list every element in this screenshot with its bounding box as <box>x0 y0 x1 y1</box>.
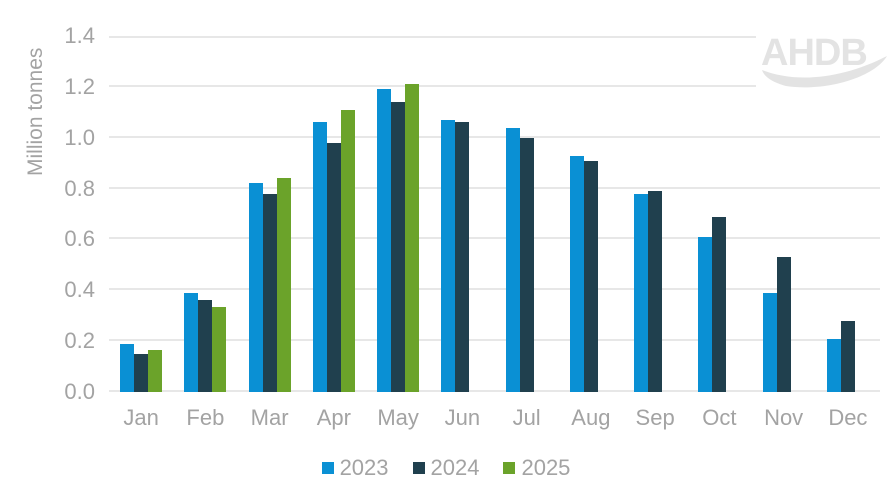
x-axis-label-jan: Jan <box>123 405 159 430</box>
bar-2024-dec <box>840 321 855 392</box>
plot-area <box>109 36 880 392</box>
x-axis-label-dec: Dec <box>828 405 868 430</box>
gridline <box>109 339 880 342</box>
bar-2024-jan <box>134 354 149 392</box>
bar-2023-jan <box>120 344 135 392</box>
bar-2023-jul <box>505 128 520 392</box>
legend-swatch-2025 <box>503 462 516 474</box>
x-axis-label-jun: Jun <box>444 405 481 430</box>
y-tick-label: 0.4 <box>64 277 95 303</box>
bar-2023-oct <box>698 237 713 392</box>
ahdb-logo-text: AHDB <box>761 32 867 74</box>
bar-2024-jul <box>519 138 534 392</box>
bar-2024-nov <box>776 257 791 392</box>
x-axis-label-may: May <box>377 405 419 430</box>
ahdb-logo: AHDB <box>756 16 890 92</box>
bar-2023-mar <box>248 183 263 392</box>
y-tick-label: 0.0 <box>64 379 95 404</box>
x-axis-label-jul: Jul <box>512 405 541 430</box>
y-tick-label: 1.2 <box>64 73 95 99</box>
bar-2023-sep <box>634 194 649 392</box>
legend-label-2023: 2023 <box>339 455 389 480</box>
x-axis-label-sep: Sep <box>635 405 675 430</box>
bar-2024-sep <box>648 191 663 392</box>
y-tick-label: 0.2 <box>64 328 95 354</box>
y-tick-label: 1.4 <box>64 23 95 48</box>
bar-2024-apr <box>326 143 341 392</box>
legend-label-2024: 2024 <box>430 455 480 480</box>
ahdb-logo-graphic: AHDB <box>761 32 887 88</box>
bar-2024-may <box>391 102 406 392</box>
gridline <box>109 237 880 240</box>
legend-item-2025: 2025 <box>503 455 570 481</box>
gridline <box>109 288 880 291</box>
gridline <box>109 390 880 392</box>
bar-2025-apr <box>340 110 355 392</box>
bar-2024-feb <box>198 300 213 392</box>
bar-2025-may <box>405 84 420 392</box>
gridline <box>109 84 880 87</box>
bar-2023-jun <box>441 120 456 392</box>
x-axis-label-nov: Nov <box>764 405 804 430</box>
bar-2025-jan <box>148 350 163 392</box>
legend-swatch-2024 <box>412 462 425 474</box>
x-axis-label-oct: Oct <box>702 405 737 430</box>
bar-2024-jun <box>455 122 470 392</box>
y-tick-label: 0.8 <box>64 175 95 201</box>
bar-2023-nov <box>762 293 777 392</box>
x-axis-label-feb: Feb <box>186 405 225 430</box>
bar-2023-apr <box>312 122 327 392</box>
legend-label-2025: 2025 <box>521 455 571 480</box>
bar-2024-mar <box>262 194 277 392</box>
legend-swatch-2023 <box>321 462 334 474</box>
x-axis-label-mar: Mar <box>250 405 289 430</box>
bar-2024-oct <box>712 217 727 392</box>
legend-item-2023: 2023 <box>321 455 389 481</box>
bar-2023-may <box>377 89 392 392</box>
bar-2023-aug <box>569 156 584 392</box>
bar-2024-aug <box>583 161 598 392</box>
bar-2023-dec <box>826 339 841 392</box>
x-axis-label-aug: Aug <box>571 405 611 430</box>
x-axis-label-apr: Apr <box>316 405 351 430</box>
bar-2025-feb <box>212 307 227 392</box>
gridline <box>109 186 880 189</box>
bar-2023-feb <box>184 293 199 392</box>
legend: 2023 2024 2025 <box>0 455 892 481</box>
ahdb-logo-swoosh <box>762 56 887 88</box>
legend-item-2024: 2024 <box>412 455 480 481</box>
y-tick-label: 0.6 <box>64 226 95 252</box>
gridline <box>109 135 880 138</box>
y-tick-label: 1.0 <box>64 124 95 150</box>
gridline <box>109 36 880 38</box>
bar-2025-mar <box>276 178 291 392</box>
